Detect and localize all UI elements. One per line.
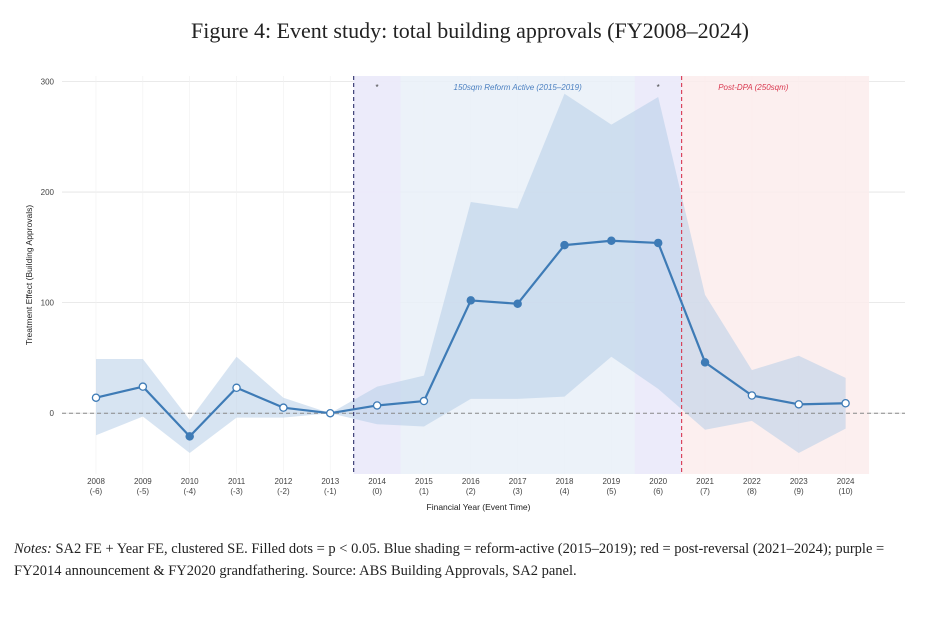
y-axis-title: Treatment Effect (Building Approvals) xyxy=(24,205,34,345)
x-tick-label: 2018 xyxy=(556,477,574,486)
data-point xyxy=(279,403,288,412)
x-tick-event-label: (8) xyxy=(747,487,757,496)
x-tick-event-label: (-4) xyxy=(183,487,196,496)
y-tick-label: 300 xyxy=(41,78,55,87)
figure-notes: Notes: SA2 FE + Year FE, clustered SE. F… xyxy=(14,538,926,582)
x-tick-label: 2023 xyxy=(790,477,808,486)
x-tick-label: 2016 xyxy=(462,477,480,486)
y-tick-label: 200 xyxy=(41,188,55,197)
data-point xyxy=(419,396,429,406)
data-point xyxy=(372,401,382,410)
reform-region-label: 150sqm Reform Active (2015–2019) xyxy=(454,83,583,92)
data-point xyxy=(747,391,757,400)
data-point xyxy=(607,236,616,245)
data-point xyxy=(513,299,522,308)
announcement-star: * xyxy=(376,83,379,92)
x-tick-event-label: (7) xyxy=(700,487,710,496)
y-tick-label: 0 xyxy=(50,409,55,418)
grandfathering-star: * xyxy=(657,83,660,92)
x-tick-event-label: (-3) xyxy=(230,487,243,496)
x-tick-event-label: (6) xyxy=(653,487,663,496)
data-point xyxy=(653,238,663,248)
x-tick-event-label: (-5) xyxy=(137,487,150,496)
data-point xyxy=(91,393,101,402)
x-tick-label: 2012 xyxy=(275,477,293,486)
x-tick-event-label: (-2) xyxy=(277,487,290,496)
data-point xyxy=(466,296,476,305)
data-point xyxy=(325,408,335,418)
x-tick-event-label: (9) xyxy=(794,487,804,496)
x-tick-label: 2021 xyxy=(696,477,714,486)
x-tick-label: 2019 xyxy=(602,477,620,486)
x-tick-label: 2009 xyxy=(134,477,152,486)
y-tick-label: 100 xyxy=(41,299,55,308)
x-tick-event-label: (2) xyxy=(466,487,476,496)
figure-title: Figure 4: Event study: total building ap… xyxy=(191,18,749,43)
x-tick-event-label: (1) xyxy=(419,487,429,496)
data-point xyxy=(232,383,241,393)
x-tick-label: 2011 xyxy=(228,477,246,486)
x-tick-label: 2024 xyxy=(837,477,855,486)
x-tick-label: 2015 xyxy=(415,477,433,486)
x-tick-label: 2017 xyxy=(509,477,527,486)
confidence-band xyxy=(96,93,846,453)
x-tick-event-label: (-1) xyxy=(324,487,337,496)
data-point xyxy=(138,382,148,391)
data-point xyxy=(560,240,569,250)
x-axis-title: Financial Year (Event Time) xyxy=(427,502,531,512)
post-region-label: Post-DPA (250sqm) xyxy=(718,83,789,92)
x-tick-label: 2013 xyxy=(321,477,339,486)
data-point xyxy=(185,432,194,441)
data-point xyxy=(794,400,804,409)
data-point xyxy=(841,398,850,408)
x-tick-label: 2020 xyxy=(649,477,667,486)
notes-text: SA2 FE + Year FE, clustered SE. Filled d… xyxy=(14,541,885,579)
x-tick-event-label: (10) xyxy=(838,487,853,496)
x-tick-label: 2014 xyxy=(368,477,386,486)
x-tick-event-label: (0) xyxy=(372,487,382,496)
data-point xyxy=(700,358,710,367)
x-tick-event-label: (-6) xyxy=(90,487,103,496)
x-tick-event-label: (3) xyxy=(513,487,523,496)
x-tick-event-label: (4) xyxy=(560,487,570,496)
event-study-chart: 150sqm Reform Active (2015–2019) Post-DPA… xyxy=(24,76,905,512)
x-tick-label: 2010 xyxy=(181,477,199,486)
x-tick-label: 2022 xyxy=(743,477,761,486)
notes-lead: Notes: xyxy=(14,541,52,557)
x-tick-event-label: (5) xyxy=(606,487,616,496)
x-tick-label: 2008 xyxy=(87,477,105,486)
